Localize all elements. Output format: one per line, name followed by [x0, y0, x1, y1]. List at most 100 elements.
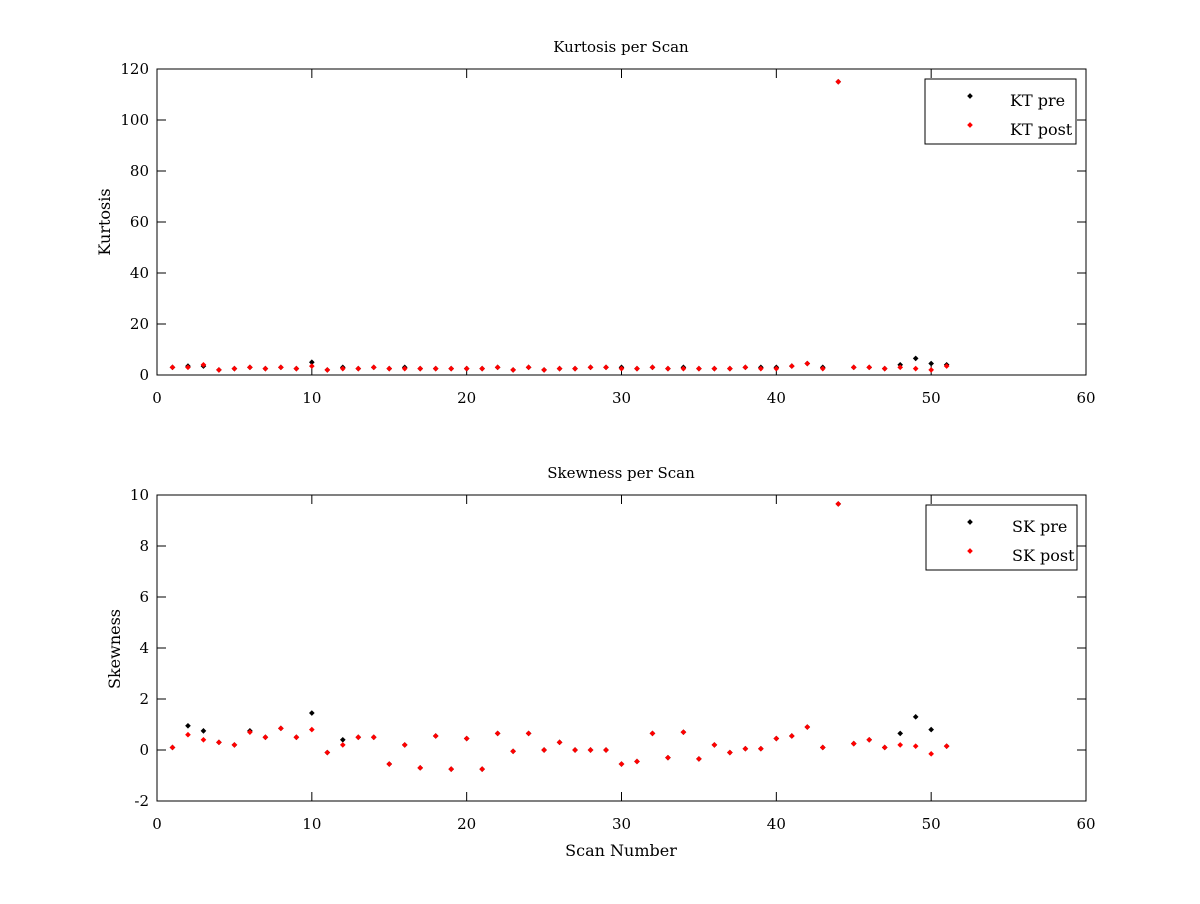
kurtosis-y-tick-label: 20	[130, 315, 149, 333]
kurtosis-post-point	[587, 364, 594, 371]
kurtosis-y-tick-label: 80	[130, 162, 149, 180]
kurtosis-post-point	[788, 363, 795, 369]
skewness-post-point	[866, 736, 873, 743]
skewness-x-tick-label: 30	[612, 815, 631, 833]
kurtosis-x-tick-label: 10	[302, 389, 321, 407]
skewness-post-point	[556, 739, 563, 746]
skewness-post-point	[788, 733, 795, 739]
skewness-post-point	[742, 745, 749, 752]
kurtosis-post-point	[943, 363, 950, 369]
skewness-post-point	[541, 747, 547, 753]
kurtosis-post-point	[510, 367, 516, 373]
skewness-post-point	[727, 749, 733, 756]
kurtosis-post-point	[494, 364, 501, 371]
skewness-post-point	[525, 730, 532, 737]
skewness-post-point	[758, 745, 764, 752]
kurtosis-post-point	[680, 365, 687, 372]
kurtosis-legend: KT pre KT post	[924, 78, 1077, 145]
kurtosis-post-point	[742, 364, 749, 371]
kurtosis-post-point	[696, 365, 702, 372]
skewness-post-point	[572, 747, 578, 753]
kurtosis-plot-frame	[156, 68, 1087, 376]
kurtosis-legend-box	[924, 78, 1077, 145]
skewness-post-point	[804, 724, 811, 730]
kurtosis-x-tick-label: 40	[767, 389, 786, 407]
skewness-post-point	[835, 501, 842, 507]
kurtosis-y-tick-label: 0	[139, 366, 149, 384]
kurtosis-post-point	[727, 365, 733, 372]
skewness-pre-point	[200, 728, 207, 734]
kurtosis-post-point	[556, 365, 563, 372]
kurtosis-post-point	[278, 364, 284, 371]
skewness-x-axis-label: Scan Number	[565, 841, 677, 860]
kurtosis-x-tick-label: 0	[152, 389, 162, 407]
kurtosis-post-point	[912, 365, 919, 372]
skewness-post-point	[943, 743, 950, 750]
skewness-post-point	[216, 739, 222, 746]
skewness-post-point	[510, 748, 516, 755]
kurtosis-post-point	[216, 367, 222, 373]
skewness-post-point	[169, 744, 176, 751]
kurtosis-x-tick-label: 50	[922, 389, 941, 407]
kurtosis-pre-point	[928, 360, 934, 367]
kurtosis-post-point	[309, 363, 315, 369]
skewness-post-point	[200, 736, 207, 743]
kurtosis-pre-point	[309, 359, 315, 366]
skewness-pre-point	[897, 730, 904, 737]
kurtosis-post-point	[324, 367, 331, 373]
skewness-x-tick-label: 50	[922, 815, 941, 833]
skewness-post-point	[185, 731, 191, 738]
kurtosis-post-point	[758, 365, 764, 372]
skewness-post-point	[634, 758, 640, 765]
skewness-x-tick-label: 60	[1076, 815, 1095, 833]
kurtosis-legend-marker-pre	[967, 93, 973, 99]
skewness-post-point	[773, 735, 780, 742]
skewness-x-tick-label: 10	[302, 815, 321, 833]
skewness-post-point	[386, 761, 393, 767]
skewness-post-point	[881, 744, 888, 751]
skewness-post-point	[417, 765, 424, 771]
skewness-post-point	[928, 750, 934, 757]
skewness-legend-marker-pre	[967, 519, 973, 525]
kurtosis-legend-marker-post	[967, 122, 973, 128]
skewness-post-point	[479, 766, 485, 772]
skewness-pre-point	[928, 726, 934, 733]
kurtosis-post-point	[634, 365, 640, 372]
kurtosis-y-axis-label: Kurtosis	[95, 188, 114, 255]
kurtosis-post-point	[881, 365, 888, 372]
kurtosis-post-point	[572, 365, 578, 372]
skewness-post-point	[324, 749, 331, 756]
skewness-legend-marker-post	[967, 548, 973, 554]
skewness-y-tick-label: 8	[139, 537, 149, 555]
kurtosis-post-point	[247, 364, 253, 371]
skewness-post-point	[370, 734, 377, 741]
kurtosis-points	[169, 78, 950, 373]
kurtosis-post-point	[897, 364, 904, 371]
kurtosis-post-point	[262, 365, 269, 372]
kurtosis-post-point	[665, 365, 671, 372]
skewness-pre-point	[309, 710, 315, 716]
kurtosis-y-tick-label: 120	[120, 60, 149, 78]
kurtosis-pre-point	[912, 355, 919, 362]
skewness-post-point	[587, 747, 594, 753]
skewness-post-point	[278, 725, 284, 732]
skewness-legend-box	[925, 504, 1078, 571]
skewness-pre-point	[339, 736, 346, 743]
kurtosis-post-point	[401, 365, 408, 372]
kurtosis-post-point	[928, 367, 934, 373]
kurtosis-post-point	[448, 365, 455, 372]
kurtosis-post-point	[169, 364, 176, 371]
skewness-y-axis-label: Skewness	[105, 609, 124, 689]
kurtosis-post-point	[850, 364, 857, 371]
skewness-post-point	[262, 734, 269, 741]
skewness-post-point	[696, 756, 702, 762]
kurtosis-post-point	[479, 365, 485, 372]
kurtosis-post-point	[773, 365, 780, 372]
skewness-post-point	[897, 742, 904, 748]
skewness-post-point	[293, 734, 300, 741]
skewness-post-point	[680, 729, 687, 735]
skewness-y-tick-label: 0	[139, 741, 149, 759]
kurtosis-post-point	[618, 365, 625, 372]
